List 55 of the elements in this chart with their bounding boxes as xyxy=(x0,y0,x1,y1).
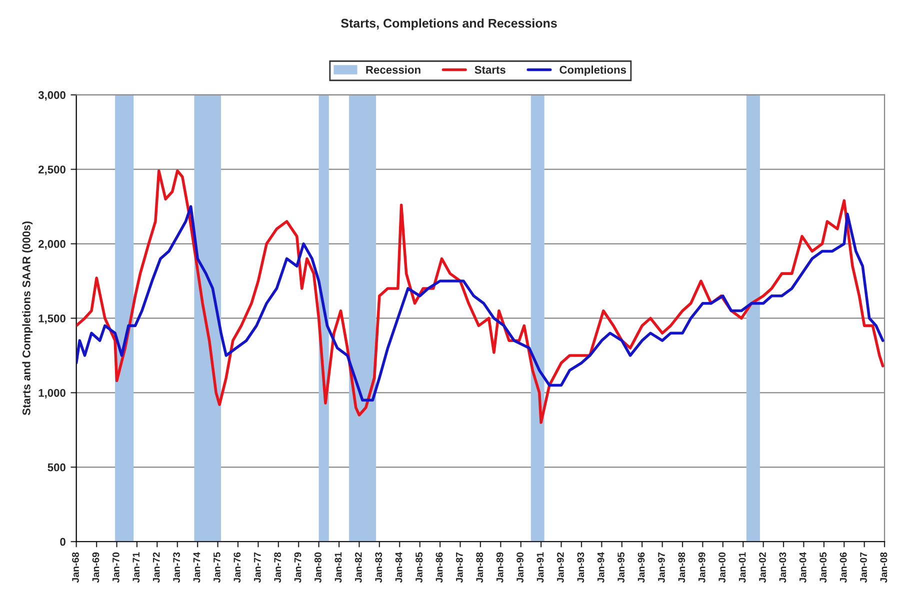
x-tick-label: Jan-01 xyxy=(738,552,746,583)
x-tick-label: Jan-72 xyxy=(152,552,160,583)
x-tick-label: Jan-03 xyxy=(779,552,786,583)
chart-title: Starts, Completions and Recessions xyxy=(341,18,557,30)
x-tick-label: Jan-74 xyxy=(193,552,200,583)
y-tick-label: 2,000 xyxy=(38,240,66,250)
x-tick-label: Jan-79 xyxy=(294,552,302,583)
x-tick-label: Jan-81 xyxy=(334,552,342,583)
y-tick-label: 500 xyxy=(48,463,66,472)
x-tick-label: Jan-96 xyxy=(638,552,645,583)
x-tick-label: Jan-71 xyxy=(132,552,140,583)
x-tick-label: Jan-92 xyxy=(556,552,564,583)
x-tick-label: Jan-83 xyxy=(375,552,382,583)
x-tick-label: Jan-91 xyxy=(536,552,544,583)
x-tick-label: Jan-08 xyxy=(880,552,888,583)
x-tick-label: Jan-69 xyxy=(92,552,100,583)
x-tick-label: Jan-78 xyxy=(274,552,282,583)
x-tick-label: Jan-97 xyxy=(658,552,665,583)
line-series xyxy=(76,169,884,424)
x-tick-label: Jan-00 xyxy=(718,552,726,583)
legend-label: Starts xyxy=(474,66,506,74)
x-tick-label: Jan-73 xyxy=(173,552,180,583)
x-tick-label: Jan-93 xyxy=(577,552,584,583)
x-tick-label: Jan-80 xyxy=(314,552,322,583)
x-tick-label: Jan-77 xyxy=(254,552,261,583)
x-tick-label: Jan-90 xyxy=(516,552,524,583)
x-tick-label: Jan-87 xyxy=(456,552,463,583)
legend-label: Recession xyxy=(366,66,420,74)
y-tick-label: 1,500 xyxy=(38,314,66,324)
x-tick-label: Jan-68 xyxy=(72,552,79,583)
y-tick-label: 3,000 xyxy=(38,91,66,101)
x-tick-label: Jan-89 xyxy=(496,552,504,583)
x-tick-label: Jan-82 xyxy=(354,552,362,583)
x-tick-label: Jan-99 xyxy=(698,552,706,583)
x-tick-label: Jan-07 xyxy=(860,552,867,583)
y-tick-label: 1,000 xyxy=(38,388,66,398)
legend-label: Completions xyxy=(560,66,626,76)
x-tick-label: Jan-94 xyxy=(597,552,604,583)
y-tick-label: 0 xyxy=(60,538,66,546)
x-tick-label: Jan-75 xyxy=(214,552,220,583)
x-tick-label: Jan-95 xyxy=(618,552,624,583)
line-series xyxy=(76,205,884,402)
x-tick-label: Jan-98 xyxy=(678,552,686,583)
x-tick-label: Jan-86 xyxy=(436,552,443,583)
x-tick-label: Jan-06 xyxy=(840,552,847,583)
x-tick-label: Jan-70 xyxy=(112,552,120,583)
x-tick-label: Jan-84 xyxy=(395,552,402,583)
x-tick-label: Jan-76 xyxy=(234,552,241,583)
y-tick-label: 2,500 xyxy=(38,166,66,176)
x-tick-label: Jan-02 xyxy=(759,552,766,583)
x-tick-label: Jan-88 xyxy=(476,552,484,583)
x-tick-label: Jan-05 xyxy=(820,552,827,583)
y-axis-title: Starts and Completions SAAR (000s) xyxy=(22,222,33,416)
x-tick-label: Jan-04 xyxy=(799,552,806,583)
x-tick-label: Jan-85 xyxy=(416,552,422,583)
